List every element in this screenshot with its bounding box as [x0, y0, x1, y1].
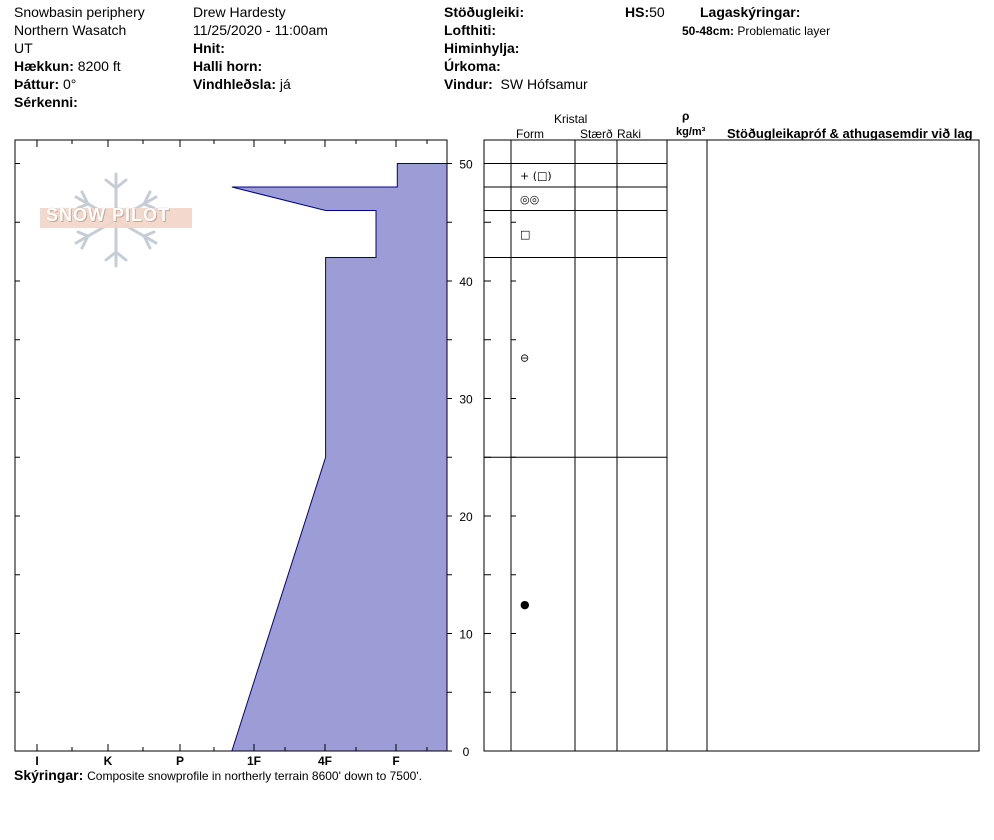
hardness-label-4F: 4F	[318, 754, 332, 768]
elevation-label: Hækkun:	[14, 58, 74, 74]
stability-label: Stöðugleiki:	[444, 4, 525, 20]
hardness-label-F: F	[392, 754, 399, 768]
footer-notes-label: Skýringar:	[14, 767, 84, 783]
air-temp-label: Lofthiti:	[444, 22, 497, 38]
y-axis: 0 10 20 30 40 50	[15, 158, 516, 759]
aspect-row: Þáttur: 0°	[14, 75, 76, 93]
wind-value: SW Hófsamur	[500, 76, 588, 92]
y-tick-label-20: 20	[459, 510, 473, 524]
layer-table-frame	[483, 139, 980, 752]
y-tick-label-0: 0	[463, 745, 470, 759]
grain-form-1: ◎◎	[520, 193, 539, 206]
col-form: Form	[516, 127, 544, 141]
elevation-value: 8200 ft	[77, 58, 121, 74]
sky-label: Himinhylja:	[444, 40, 520, 56]
hardness-profile-area	[231, 140, 448, 752]
grain-form-3: ⊖	[520, 351, 529, 364]
slope-label: Halli horn:	[193, 58, 263, 74]
wind-loading-row: Vindhleðsla: já	[193, 75, 291, 93]
y-tick-label-30: 30	[459, 393, 473, 407]
aspect-label: Þáttur:	[14, 76, 60, 92]
col-density-unit: kg/m³	[676, 126, 706, 138]
elevation-row: Hækkun: 8200 ft	[14, 57, 121, 75]
col-comments: Stöðugleikapróf & athugasemdir við lag	[727, 126, 973, 141]
aspect-value: 0°	[63, 76, 77, 92]
layer-note: 50-48cm: Problematic layer	[682, 22, 830, 40]
wind-loading-label: Vindhleðsla:	[193, 76, 276, 92]
grain-form-2: □	[520, 228, 530, 241]
specifics-label: Sérkenni:	[14, 94, 78, 110]
coords-label: Hnit:	[193, 40, 225, 56]
location-name: Snowbasin periphery	[14, 4, 145, 20]
footer-notes: Skýringar: Composite snowprofile in nort…	[14, 766, 422, 785]
col-rho: ρ	[682, 109, 690, 123]
layer-boundary-lines	[484, 163, 667, 458]
logo-text: SNOW PILOT	[46, 205, 170, 225]
hardness-label-P: P	[176, 754, 184, 768]
layer-note-text: Problematic layer	[737, 24, 831, 38]
col-size: Stærð	[580, 127, 613, 141]
y-tick-label-40: 40	[459, 275, 473, 289]
grain-form-0: + (□)	[520, 169, 552, 182]
hs-label: HS:	[625, 4, 650, 20]
grain-forms: + (□) ◎◎ □ ⊖ ●	[520, 169, 552, 611]
hardness-label-K: K	[104, 754, 113, 768]
wind-row: Vindur: SW Hófsamur	[444, 75, 588, 93]
grain-form-4: ●	[520, 598, 530, 611]
mountain-range: Northern Wasatch	[14, 22, 127, 38]
snowpilot-logo-icon	[40, 172, 192, 268]
wind-loading-value: já	[279, 76, 291, 92]
layer-notes-label: Lagaskýringar:	[700, 4, 801, 20]
footer-notes-text: Composite snowprofile in northerly terra…	[87, 769, 422, 783]
precip-label: Úrkoma:	[444, 58, 501, 74]
wind-label: Vindur:	[444, 76, 493, 92]
hs-row: HS:50	[625, 3, 665, 21]
hardness-plot-frame	[14, 139, 448, 752]
state: UT	[14, 40, 33, 56]
observer-name: Drew Hardesty	[193, 4, 286, 20]
hs-value: 50	[649, 4, 665, 20]
observation-datetime: 11/25/2020 - 11:00am	[193, 22, 328, 38]
y-tick-label-10: 10	[459, 628, 473, 642]
y-tick-label-50: 50	[459, 158, 473, 172]
hardness-axis: I K P 1F 4F F	[35, 140, 428, 768]
col-crystal: Kristal	[554, 112, 588, 126]
hardness-label-I: I	[35, 754, 38, 768]
col-moisture: Raki	[617, 127, 642, 141]
layer-note-range: 50-48cm:	[682, 24, 735, 38]
hardness-label-1F: 1F	[247, 754, 261, 768]
